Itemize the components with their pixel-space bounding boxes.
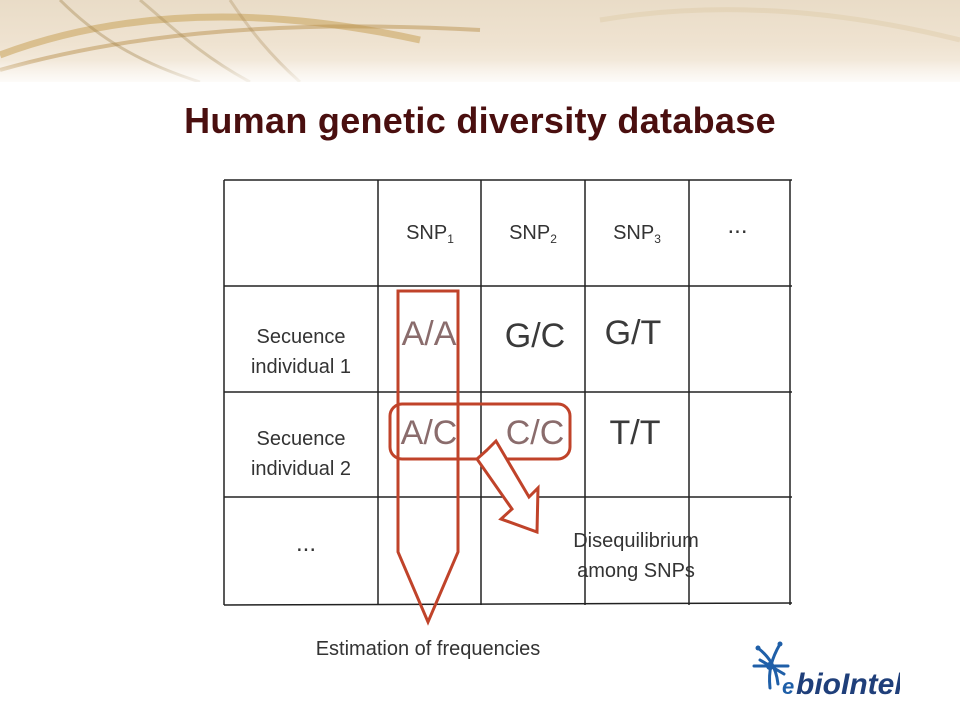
cell-ind1-snp1: A/A [401,315,457,353]
row-label-individual-1: Secuence individual 1 [250,326,352,378]
logo-prefix: e [782,674,794,699]
row-label-individual-2: Secuence individual 2 [250,428,352,480]
disequilibrium-arrow [475,438,540,535]
disequilibrium-note: Disequilibrium among SNPs [573,530,699,582]
slide-title: Human genetic diversity database [184,100,776,141]
ebiointel-logo: e bioIntel [750,636,903,706]
row-label-ellipsis: ... [295,530,316,557]
ebiointel-logo-icon: e bioIntel [752,641,903,701]
dna-strand-decoration [0,0,960,82]
header-snp1: SNP1 [406,222,454,246]
header-snp3: SNP3 [613,222,661,246]
snp1-column-highlight [396,289,460,626]
cell-ind2-snp1: A/C [400,414,458,452]
cell-ind2-snp3: T/T [609,414,661,452]
header-banner [0,0,960,82]
logo-name: bioIntel [796,668,900,701]
frequencies-note: Estimation of frequencies [315,638,541,660]
cell-ind2-snp2: C/C [505,414,565,452]
header-ellipsis: ... [727,212,748,239]
cell-ind1-snp2: G/C [504,317,566,355]
header-snp2: SNP2 [509,222,557,246]
cell-ind1-snp3: G/T [604,314,662,352]
